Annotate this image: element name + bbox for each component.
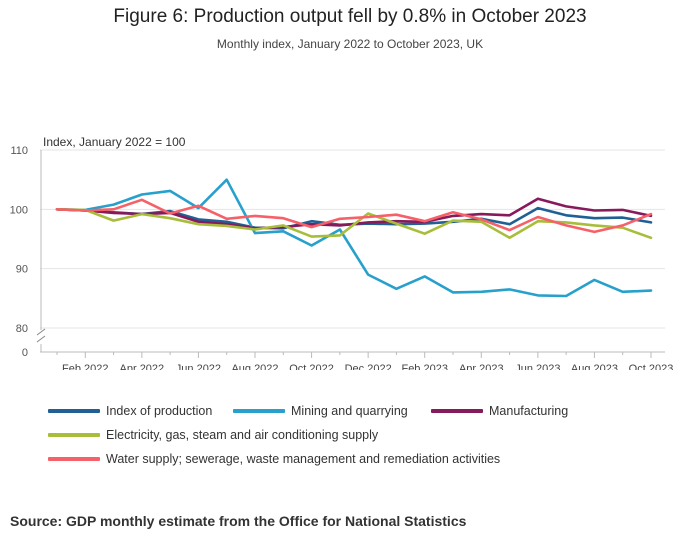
line-chart: 80 90 100 110 0 Index, January 2022 = 100 Feb … [10, 135, 674, 370]
x-tick-label: Apr 2022 [120, 363, 165, 370]
y-tick-label: 90 [16, 264, 28, 276]
legend-item-electricity[interactable]: Electricity, gas, steam and air conditio… [48, 428, 378, 442]
y-axis-label: Index, January 2022 = 100 [43, 135, 186, 149]
legend-label: Water supply; sewerage, waste management… [106, 452, 501, 466]
y-tick-label-zero: 0 [22, 347, 28, 359]
x-tick-label: Apr 2023 [459, 363, 504, 370]
legend-item-mining-and-quarrying[interactable]: Mining and quarrying [233, 404, 411, 418]
legend-swatch-4 [48, 457, 100, 461]
x-tick-label: Aug 2023 [571, 363, 618, 370]
x-tick-label: Jun 2023 [515, 363, 560, 370]
y-tick-label: 110 [10, 145, 28, 157]
y-tick-label: 100 [10, 204, 28, 216]
axis-break-mark [36, 335, 46, 343]
x-tick-label: Feb 2022 [62, 363, 108, 370]
legend-label: Mining and quarrying [291, 404, 408, 418]
legend-item-water-supply[interactable]: Water supply; sewerage, waste management… [48, 452, 500, 466]
chart-subtitle: Monthly index, January 2022 to October 2… [216, 37, 484, 51]
legend-swatch-0 [48, 409, 100, 413]
legend-item-index-of-production[interactable]: Index of production [48, 404, 213, 418]
series-line-water-supply-sewerage-waste-management-and-remediation-activities [55, 198, 653, 234]
chart-title: Figure 6: Production output fell by 0.8%… [113, 6, 587, 27]
x-tick-label: Feb 2023 [401, 363, 447, 370]
legend-item-manufacturing[interactable]: Manufacturing [431, 404, 568, 418]
x-tick-label: Jun 2022 [176, 363, 221, 370]
legend-label: Manufacturing [489, 404, 569, 418]
y-tick-label: 80 [16, 323, 28, 335]
x-tick-label: Oct 2023 [629, 363, 674, 370]
legend-label: Index of production [106, 404, 213, 418]
x-tick-label: Dec 2022 [345, 363, 392, 370]
axis-break-mark [36, 328, 46, 336]
x-tick-label: Aug 2022 [231, 363, 278, 370]
legend-label: Electricity, gas, steam and air conditio… [106, 428, 379, 442]
legend-swatch-3 [48, 433, 100, 437]
legend-swatch-2 [431, 409, 483, 413]
legend-swatch-1 [233, 409, 285, 413]
chart-legend: Index of production Mining and quarrying… [48, 404, 688, 477]
source-note: Source: GDP monthly estimate from the Of… [10, 513, 467, 529]
series-line-mining-and-quarrying [55, 178, 653, 298]
x-tick-label: Oct 2022 [289, 363, 334, 370]
